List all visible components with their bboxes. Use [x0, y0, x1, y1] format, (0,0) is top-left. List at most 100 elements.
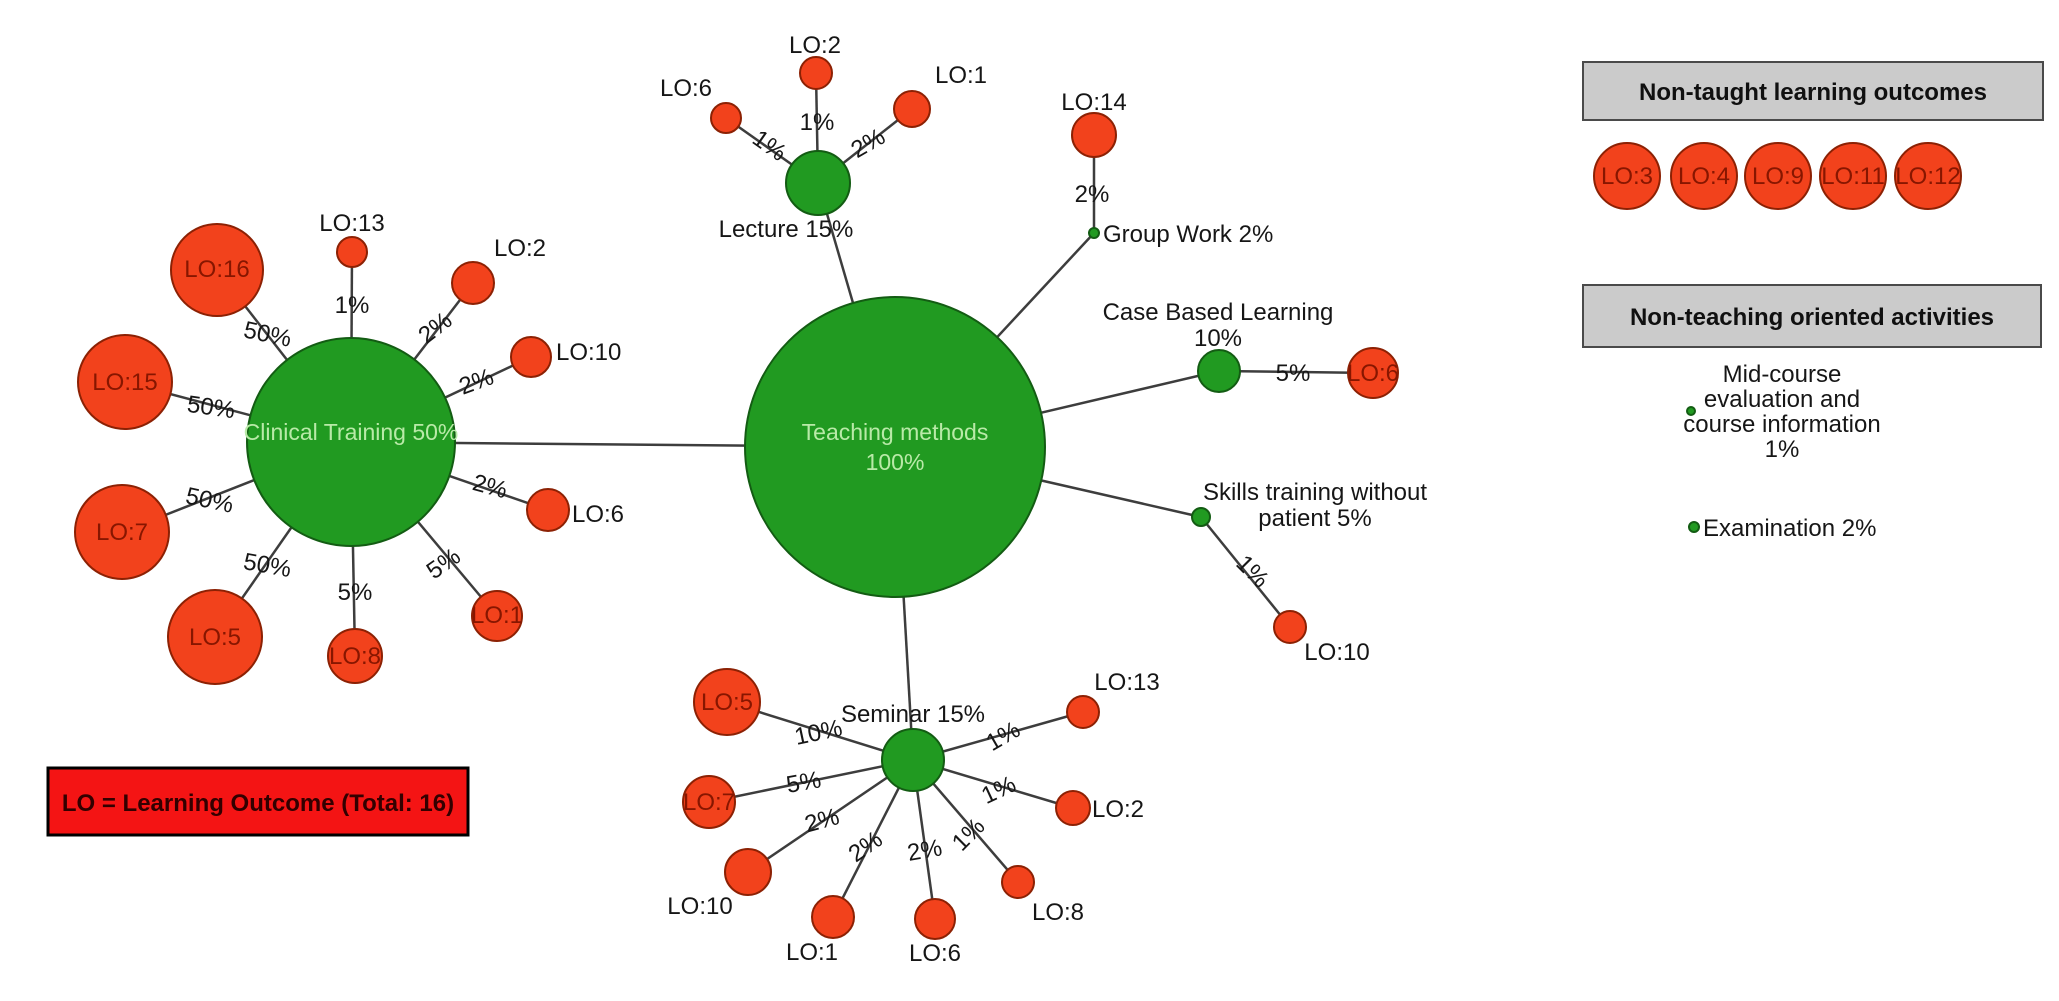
non-taught-node-lo3: [1593, 142, 1661, 210]
clinical-lo16-pct: 50%: [241, 316, 294, 352]
midcourse-line2: evaluation and: [1704, 386, 1860, 413]
node-lecture: [785, 150, 851, 216]
clinical-lo6-label: LO:6: [572, 501, 624, 528]
lecture-lo2-label: LO:2: [789, 32, 841, 59]
clinical-lo7-pct: 50%: [183, 482, 236, 518]
node-clinical-lo6: [526, 488, 570, 532]
groupwork-lo14-label: LO:14: [1061, 89, 1126, 116]
edge-seminar-lo7: [708, 758, 914, 804]
panel-non-teaching: Non-teaching oriented activities Mid-cou…: [1582, 284, 2042, 542]
skills-lo10-pct: 1%: [1230, 550, 1274, 594]
node-group-work: [1088, 227, 1100, 239]
clinical-lo8-pct: 5%: [338, 579, 373, 606]
node-seminar-lo8: [1001, 865, 1035, 899]
non-taught-title: Non-taught learning outcomes: [1639, 79, 1987, 106]
groupwork-label: Group Work 2%: [1103, 221, 1273, 248]
non-taught-node-lo4: [1670, 142, 1738, 210]
non-taught-label-lo3: LO:3: [1601, 163, 1653, 190]
node-groupwork-lo14: [1071, 112, 1117, 158]
cbl-lo6-pct: 5%: [1276, 360, 1311, 387]
clinical-lo5-pct: 50%: [241, 548, 293, 583]
seminar-lo6-pct: 2%: [905, 834, 944, 867]
edge-skills-lo10: [1200, 516, 1291, 628]
node-seminar-lo7: [682, 775, 736, 829]
seminar-lo10-pct: 2%: [802, 803, 842, 838]
cbl-pct: 10%: [1194, 325, 1242, 352]
seminar-lo10-label: LO:10: [667, 893, 732, 920]
clinical-lo2-label: LO:2: [494, 235, 546, 262]
cbl-label: Case Based Learning: [1103, 299, 1334, 326]
examination-label: Examination 2%: [1703, 515, 1876, 542]
node-lecture-lo1: [893, 90, 931, 128]
clinical-lo6-pct: 2%: [470, 469, 510, 504]
labels: Teaching methods 100% Clinical Training …: [92, 32, 1427, 967]
seminar-lo5-pct: 10%: [792, 714, 845, 750]
clinical-lo1-pct: 5%: [422, 543, 466, 585]
seminar-lo13-label: LO:13: [1094, 669, 1159, 696]
clinical-lo1-label: LO:1: [471, 602, 523, 629]
node-skills-lo10: [1273, 610, 1307, 644]
node-clinical-lo10: [510, 336, 552, 378]
seminar-lo8-label: LO:8: [1032, 899, 1084, 926]
clinical-lo10-pct: 2%: [456, 363, 498, 400]
panel-non-taught: Non-taught learning outcomes LO:3 LO:4 L…: [1582, 61, 2044, 210]
node-seminar: [881, 728, 945, 792]
seminar-lo2-label: LO:2: [1092, 796, 1144, 823]
clinical-lo15-pct: 50%: [185, 391, 236, 424]
teaching-label-line2: 100%: [866, 449, 925, 475]
seminar-lo2-pct: 1%: [977, 771, 1020, 810]
edge-seminar-lo10: [747, 758, 914, 874]
seminar-label: Seminar 15%: [841, 701, 985, 728]
non-teaching-header-box: [1582, 284, 2042, 348]
clinical-lo7-label: LO:7: [96, 519, 148, 546]
node-clinical-lo15: [77, 334, 173, 430]
skills-lo10-label: LO:10: [1304, 639, 1369, 666]
teaching-label-line1: Teaching methods: [802, 419, 989, 445]
seminar-lo5-label: LO:5: [701, 689, 753, 716]
node-lecture-lo6: [710, 102, 742, 134]
clinical-lo16-label: LO:16: [184, 256, 249, 283]
node-seminar-lo6: [914, 898, 956, 940]
non-taught-node-lo11: [1819, 142, 1887, 210]
non-teaching-title: Non-teaching oriented activities: [1630, 304, 1994, 331]
seminar-lo1-label: LO:1: [786, 939, 838, 966]
node-clinical-lo7: [74, 484, 170, 580]
node-clinical-lo2: [451, 261, 495, 305]
midcourse-line3: course information: [1683, 411, 1880, 438]
non-taught-label-lo4: LO:4: [1678, 163, 1730, 190]
lecture-label: Lecture 15%: [719, 216, 854, 243]
node-clinical-lo1: [471, 590, 523, 642]
examination-dot: [1688, 521, 1700, 533]
node-clinical-lo13: [336, 236, 368, 268]
non-taught-node-lo9: [1744, 142, 1812, 210]
node-clinical-lo5: [167, 589, 263, 685]
seminar-lo13-pct: 1%: [981, 716, 1025, 757]
node-clinical-lo16: [170, 223, 264, 317]
lecture-lo1-label: LO:1: [935, 62, 987, 89]
cbl-lo6-label: LO:6: [1347, 360, 1399, 387]
lecture-lo6-label: LO:6: [660, 75, 712, 102]
node-case-based-learning: [1197, 349, 1241, 393]
clinical-lo13-label: LO:13: [319, 210, 384, 237]
node-lecture-lo2: [799, 56, 833, 90]
clinical-lo13-pct: 1%: [335, 292, 370, 319]
clinical-label: Clinical Training 50%: [244, 419, 459, 445]
node-clinical-training: [246, 337, 456, 547]
non-taught-label-lo9: LO:9: [1752, 163, 1804, 190]
node-skills-training: [1191, 507, 1211, 527]
legend-box: [46, 766, 470, 837]
node-seminar-lo5: [693, 668, 761, 736]
non-taught-label-lo11: LO:11: [1821, 163, 1885, 190]
groupwork-lo14-pct: 2%: [1075, 181, 1110, 208]
node-seminar-lo13: [1066, 695, 1100, 729]
non-taught-label-lo12: LO:12: [1895, 163, 1960, 190]
lecture-lo1-pct: 2%: [846, 123, 890, 164]
seminar-lo7-label: LO:7: [683, 789, 735, 816]
midcourse-line4: 1%: [1765, 436, 1800, 463]
lecture-lo2-pct: 1%: [800, 109, 835, 136]
nodes: [74, 56, 1399, 940]
skills-label-line1: Skills training without: [1203, 479, 1427, 506]
seminar-lo7-pct: 5%: [784, 766, 823, 799]
clinical-lo5-label: LO:5: [189, 624, 241, 651]
